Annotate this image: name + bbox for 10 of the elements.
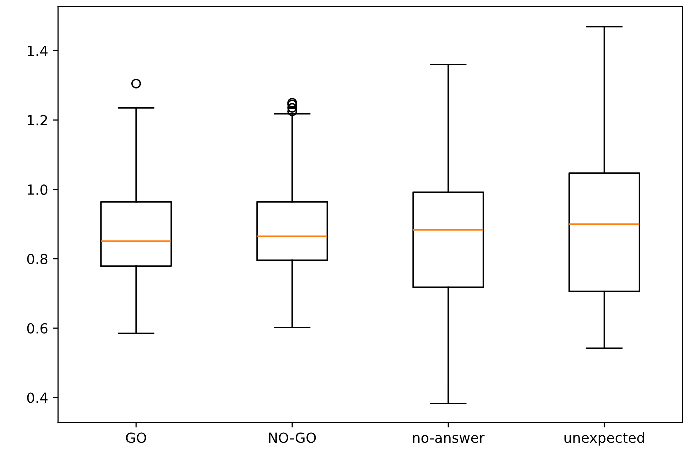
y-tick-label: 1.4: [28, 46, 48, 56]
y-tick-label: 1.2: [28, 115, 48, 126]
x-tick-label: no-answer: [413, 435, 485, 444]
y-tick-label: 0.6: [27, 323, 48, 334]
x-tick-label: GO: [126, 432, 146, 444]
y-tick-label: 0.4: [27, 392, 48, 404]
y-tick-label: 0.8: [27, 254, 48, 264]
x-tick-label: unexpected: [564, 432, 644, 446]
x-tick-label: NO-GO: [269, 432, 316, 444]
y-tick-label: 1.0: [28, 184, 48, 196]
